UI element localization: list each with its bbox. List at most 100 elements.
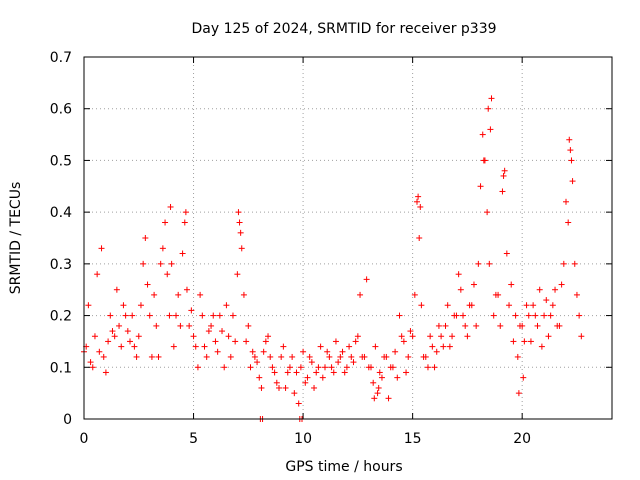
data-point [182, 209, 189, 216]
data-point [286, 364, 293, 371]
data-point [578, 333, 585, 340]
data-point [407, 328, 414, 335]
data-point [135, 333, 142, 340]
data-point [144, 281, 151, 288]
data-point [221, 364, 228, 371]
data-point [118, 343, 125, 350]
data-point [385, 395, 392, 402]
data-point [291, 390, 298, 397]
data-point [497, 322, 504, 329]
data-point [341, 369, 348, 376]
data-point [490, 312, 497, 319]
data-point [499, 188, 506, 195]
data-point [556, 322, 563, 329]
data-point [512, 312, 519, 319]
data-point [547, 312, 554, 319]
data-point [186, 322, 193, 329]
data-point [205, 328, 212, 335]
data-point [133, 353, 140, 360]
data-point [234, 271, 241, 278]
data-point [146, 312, 153, 319]
data-point [313, 369, 320, 376]
y-tick-label: 0.5 [50, 153, 72, 169]
data-point [265, 333, 272, 340]
data-point [516, 322, 523, 329]
data-point [153, 322, 160, 329]
data-point [122, 312, 129, 319]
data-point [534, 322, 541, 329]
y-tick-labels: 0 0.1 0.2 0.3 0.4 0.5 0.6 0.7 [50, 50, 72, 428]
data-point [376, 369, 383, 376]
data-point [304, 374, 311, 381]
data-point [521, 338, 528, 345]
data-point [155, 353, 162, 360]
data-point [293, 369, 300, 376]
x-tick-label: 0 [80, 431, 89, 447]
data-point [398, 333, 405, 340]
data-point [565, 219, 572, 226]
data-point [500, 172, 507, 179]
y-axis-title: SRMTID / TECUs [8, 182, 24, 295]
data-point [328, 364, 335, 371]
data-point [371, 395, 378, 402]
data-point [560, 260, 567, 267]
data-point [166, 312, 173, 319]
data-point [181, 219, 188, 226]
data-point [127, 338, 134, 345]
data-point [216, 312, 223, 319]
data-point [449, 333, 456, 340]
data-point [201, 343, 208, 350]
data-point [194, 364, 201, 371]
data-point [508, 281, 515, 288]
data-point [378, 374, 385, 381]
data-point [464, 333, 471, 340]
data-point [240, 291, 247, 298]
data-point [510, 338, 517, 345]
data-point [324, 348, 331, 355]
data-point [392, 348, 399, 355]
data-point [451, 312, 458, 319]
data-point [330, 369, 337, 376]
data-point [326, 353, 333, 360]
data-point [558, 281, 565, 288]
data-point [315, 364, 322, 371]
data-point [346, 343, 353, 350]
data-point [538, 343, 545, 350]
data-point [282, 384, 289, 391]
data-point [278, 353, 285, 360]
data-point [486, 260, 493, 267]
y-tick-label: 0.4 [50, 205, 72, 221]
data-point [568, 157, 575, 164]
data-point [297, 364, 304, 371]
data-point [170, 343, 177, 350]
x-tick-label: 15 [404, 431, 422, 447]
data-point [405, 353, 412, 360]
data-point [306, 353, 313, 360]
data-point [111, 333, 118, 340]
data-point [440, 343, 447, 350]
data-point [87, 359, 94, 366]
data-point [321, 364, 328, 371]
data-point [394, 374, 401, 381]
data-point [527, 338, 534, 345]
data-point [368, 364, 375, 371]
data-point [573, 291, 580, 298]
data-point [475, 260, 482, 267]
data-point [427, 333, 434, 340]
data-point [113, 286, 120, 293]
data-point [479, 131, 486, 138]
data-point [203, 353, 210, 360]
x-tick-label: 5 [189, 431, 198, 447]
data-point [212, 338, 219, 345]
data-point [262, 338, 269, 345]
data-point [140, 260, 147, 267]
data-point [569, 178, 576, 185]
data-point [433, 348, 440, 355]
data-point [484, 209, 491, 216]
data-point [102, 369, 109, 376]
data-point [400, 338, 407, 345]
data-point [100, 353, 107, 360]
data-point [337, 353, 344, 360]
data-point [530, 302, 537, 309]
data-point [142, 235, 149, 241]
